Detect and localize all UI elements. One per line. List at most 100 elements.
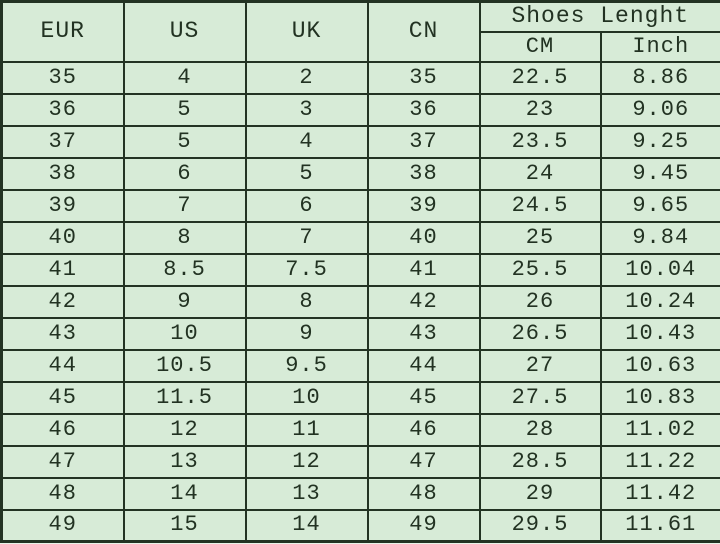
cell-inch: 11.02 [599,412,720,447]
cell-cm: 25 [478,220,602,255]
cell-cn: 45 [366,380,481,415]
table-row: 40 8 7 40 25 9.84 [0,220,720,255]
cell-cn: 44 [366,348,481,383]
cell-us: 5 [122,124,247,159]
column-header-us: US [122,0,247,63]
cell-uk: 9 [244,316,369,351]
cell-eur: 40 [0,220,125,255]
cell-us: 6 [122,156,247,191]
cell-eur: 38 [0,156,125,191]
table-row: 42 9 8 42 26 10.24 [0,284,720,319]
cell-inch: 9.84 [599,220,720,255]
table-header: EUR US UK CN Shoes Lenght CM Inch [0,0,720,63]
cell-eur: 44 [0,348,125,383]
cell-eur: 45 [0,380,125,415]
cell-inch: 11.42 [599,476,720,511]
table-row: 48 14 13 48 29 11.42 [0,476,720,511]
cell-us: 5 [122,92,247,127]
cell-us: 7 [122,188,247,223]
cell-uk: 4 [244,124,369,159]
table-body: 35 4 2 35 22.5 8.86 36 5 3 36 23 9.06 37 5 4 37 23.5 9.25… [0,60,720,543]
table-row: 41 8.5 7.5 41 25.5 10.04 [0,252,720,287]
cell-us: 15 [122,508,247,543]
cell-uk: 11 [244,412,369,447]
cell-uk: 14 [244,508,369,543]
cell-inch: 11.22 [599,444,720,479]
cell-uk: 5 [244,156,369,191]
table-row: 47 13 12 47 28.5 11.22 [0,444,720,479]
cell-inch: 9.65 [599,188,720,223]
table-row: 44 10.5 9.5 44 27 10.63 [0,348,720,383]
cell-inch: 10.63 [599,348,720,383]
column-header-cm: CM [478,30,602,63]
cell-us: 12 [122,412,247,447]
cell-cm: 29.5 [478,508,602,543]
cell-eur: 41 [0,252,125,287]
cell-eur: 49 [0,508,125,543]
cell-eur: 37 [0,124,125,159]
column-header-eur: EUR [0,0,125,63]
cell-uk: 2 [244,60,369,95]
cell-uk: 7.5 [244,252,369,287]
cell-us: 10 [122,316,247,351]
cell-cn: 38 [366,156,481,191]
cell-uk: 12 [244,444,369,479]
cell-us: 14 [122,476,247,511]
cell-cn: 35 [366,60,481,95]
table-row: 38 6 5 38 24 9.45 [0,156,720,191]
cell-cn: 37 [366,124,481,159]
cell-eur: 39 [0,188,125,223]
cell-inch: 9.45 [599,156,720,191]
cell-cn: 40 [366,220,481,255]
cell-uk: 8 [244,284,369,319]
cell-inch: 9.25 [599,124,720,159]
cell-cm: 28.5 [478,444,602,479]
cell-us: 10.5 [122,348,247,383]
cell-us: 4 [122,60,247,95]
cell-eur: 43 [0,316,125,351]
cell-cm: 29 [478,476,602,511]
column-group-shoes-length: Shoes Lenght [478,0,720,33]
cell-eur: 46 [0,412,125,447]
column-header-inch: Inch [599,30,720,63]
cell-eur: 35 [0,60,125,95]
cell-uk: 3 [244,92,369,127]
cell-cn: 49 [366,508,481,543]
table-row: 39 7 6 39 24.5 9.65 [0,188,720,223]
cell-cm: 23 [478,92,602,127]
cell-cm: 27 [478,348,602,383]
table-row: 37 5 4 37 23.5 9.25 [0,124,720,159]
cell-cm: 28 [478,412,602,447]
cell-us: 8.5 [122,252,247,287]
cell-cn: 48 [366,476,481,511]
cell-inch: 10.43 [599,316,720,351]
cell-us: 8 [122,220,247,255]
cell-cm: 22.5 [478,60,602,95]
column-header-uk: UK [244,0,369,63]
cell-cm: 26.5 [478,316,602,351]
cell-inch: 10.04 [599,252,720,287]
cell-cn: 36 [366,92,481,127]
table-row: 35 4 2 35 22.5 8.86 [0,60,720,95]
cell-uk: 6 [244,188,369,223]
cell-cn: 43 [366,316,481,351]
cell-cm: 23.5 [478,124,602,159]
cell-cm: 26 [478,284,602,319]
table-row: 36 5 3 36 23 9.06 [0,92,720,127]
cell-inch: 10.24 [599,284,720,319]
cell-inch: 10.83 [599,380,720,415]
cell-cn: 39 [366,188,481,223]
cell-cm: 24.5 [478,188,602,223]
cell-eur: 36 [0,92,125,127]
cell-eur: 42 [0,284,125,319]
cell-inch: 9.06 [599,92,720,127]
cell-cn: 46 [366,412,481,447]
table-row: 43 10 9 43 26.5 10.43 [0,316,720,351]
cell-cn: 47 [366,444,481,479]
table-row: 49 15 14 49 29.5 11.61 [0,508,720,543]
cell-us: 11.5 [122,380,247,415]
cell-us: 9 [122,284,247,319]
cell-eur: 48 [0,476,125,511]
